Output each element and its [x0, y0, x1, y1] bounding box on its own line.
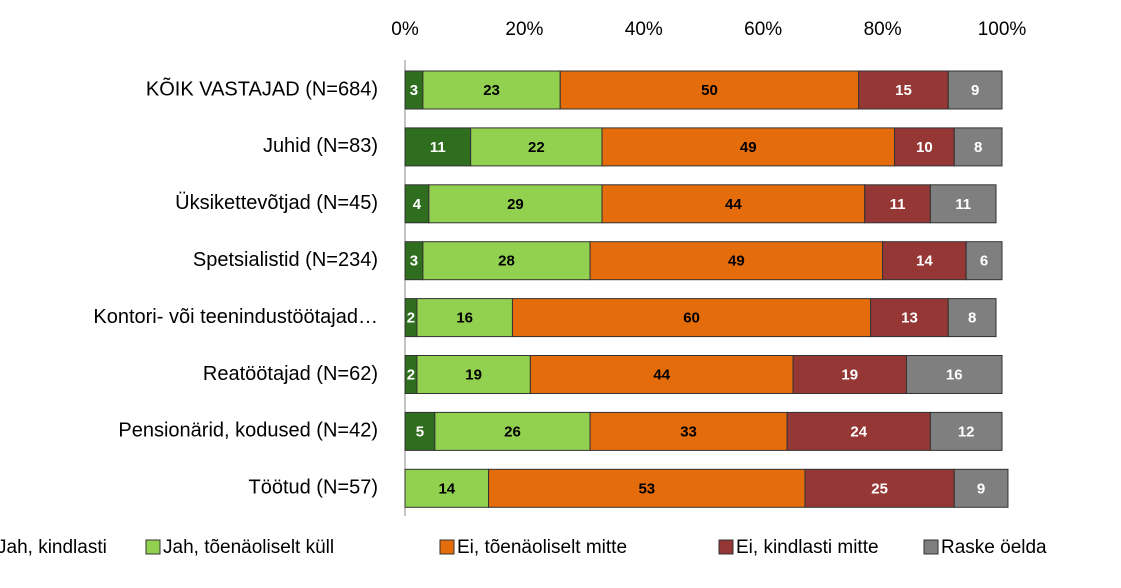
bar-segment: [965, 241, 1003, 281]
value-label: 26: [504, 423, 521, 440]
category-label: Töötud (N=57): [248, 477, 378, 499]
bar-segment: [792, 355, 907, 394]
value-label: 4: [413, 196, 422, 213]
bar-segment: [470, 127, 603, 167]
value-label: 5: [416, 423, 424, 440]
bar-segment: [929, 411, 1003, 451]
value-label: 49: [728, 253, 745, 270]
category-label: Spetsialistid (N=234): [193, 249, 378, 271]
x-tick-label: 80%: [864, 19, 902, 40]
value-label: 14: [916, 253, 933, 270]
legend-label: Ei, kindlasti mitte: [736, 537, 879, 558]
legend-label: Jah, kindlasti: [0, 537, 107, 558]
value-label: 33: [680, 423, 697, 440]
bar-segment: [589, 241, 884, 281]
value-label: 11: [955, 196, 971, 213]
bar-segment: [953, 127, 1003, 167]
category-label: Reatöötajad (N=62): [203, 363, 378, 385]
value-label: 10: [916, 139, 933, 156]
bar-segment: [804, 468, 955, 508]
value-label: 8: [968, 310, 976, 327]
bar-segment: [488, 468, 806, 508]
bar-segment: [529, 355, 794, 394]
bar-segment: [929, 184, 997, 224]
value-label: 44: [725, 196, 742, 213]
bar-segment: [858, 70, 949, 110]
bar-segment: [422, 241, 591, 281]
bar-segment: [511, 298, 872, 338]
value-label: 16: [946, 366, 963, 383]
value-label: 44: [653, 366, 670, 383]
value-label: 3: [410, 253, 418, 270]
value-label: 24: [850, 423, 867, 440]
bar-segment: [947, 70, 1003, 110]
value-label: 11: [430, 139, 446, 156]
bar-segment: [905, 355, 1003, 394]
bar-segment: [953, 468, 1009, 508]
bar-segment: [870, 298, 949, 338]
value-label: 19: [841, 366, 858, 383]
legend-label: Raske öelda: [941, 537, 1047, 558]
bar-segment: [434, 411, 591, 451]
bar-segment: [601, 184, 866, 224]
x-tick-label: 40%: [625, 19, 663, 40]
value-label: 9: [971, 82, 979, 99]
value-label: 28: [498, 253, 515, 270]
bar-segment: [404, 411, 436, 451]
value-label: 2: [407, 366, 415, 383]
value-label: 6: [980, 253, 988, 270]
category-label: Üksikettevõtjad (N=45): [175, 192, 378, 214]
bar-segment: [422, 70, 561, 110]
value-label: 2: [407, 310, 415, 327]
x-tick-label: 100%: [978, 19, 1027, 40]
value-label: 3: [410, 82, 418, 99]
value-label: 14: [438, 480, 455, 497]
value-label: 49: [740, 139, 757, 156]
legend-label: Ei, tõenäoliselt mitte: [457, 537, 627, 558]
x-tick-label: 0%: [391, 19, 419, 40]
value-label: 11: [890, 196, 906, 213]
legend-swatch: [718, 539, 734, 555]
legend-swatch: [923, 539, 939, 555]
legend-swatch: [439, 539, 455, 555]
value-label: 16: [456, 310, 473, 327]
category-label: Kontori- või teenindustöötajad…: [93, 306, 378, 328]
x-tick-label: 60%: [744, 19, 782, 40]
value-label: 29: [507, 196, 524, 213]
category-label: Pensionärid, kodused (N=42): [118, 420, 378, 442]
value-label: 25: [871, 480, 888, 497]
value-label: 60: [683, 310, 700, 327]
category-label: KÕIK VASTAJAD (N=684): [146, 76, 378, 100]
value-label: 9: [977, 480, 985, 497]
value-label: 13: [901, 310, 918, 327]
value-label: 19: [465, 366, 482, 383]
value-label: 15: [895, 82, 912, 99]
value-label: 53: [638, 480, 655, 497]
bar-segment: [882, 241, 967, 281]
x-tick-label: 20%: [505, 19, 543, 40]
value-label: 8: [974, 139, 982, 156]
value-label: 22: [528, 139, 545, 156]
bar-segment: [786, 411, 931, 451]
value-label: 12: [958, 423, 975, 440]
bar-segment: [947, 298, 997, 338]
category-label: Juhid (N=83): [263, 135, 378, 157]
value-label: 23: [483, 82, 500, 99]
value-label: 50: [701, 82, 718, 99]
bar-segment: [404, 468, 490, 508]
legend-swatch: [145, 539, 161, 555]
legend-label: Jah, tõenäoliselt küll: [163, 537, 334, 558]
bar-segment: [416, 355, 531, 394]
bar-segment: [559, 70, 860, 110]
